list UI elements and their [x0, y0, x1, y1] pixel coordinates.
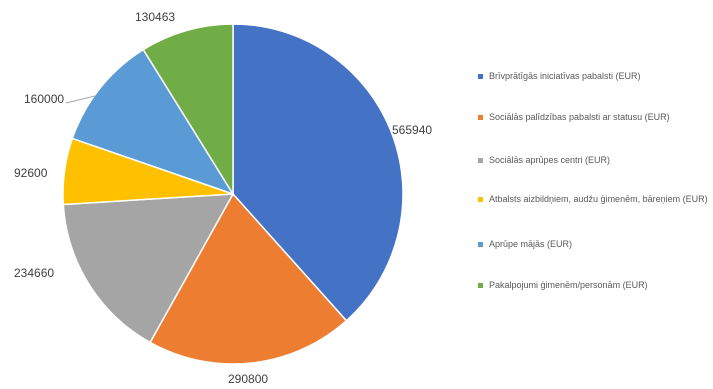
legend-label: Sociālās aprūpes centri (EUR): [489, 155, 611, 165]
pie-slice: [71, 48, 235, 196]
legend-label: Aprūpe mājās (EUR): [489, 239, 573, 249]
legend-swatch: [478, 282, 483, 288]
legend-item: Aprūpe mājās (EUR): [478, 237, 708, 251]
legend-item: Sociālās palīdzības pabalsti ar statusu …: [478, 110, 708, 124]
slice-data-label: 130463: [135, 10, 175, 24]
legend-item: Brīvprātīgās iniciatīvas pabalsti (EUR): [478, 69, 708, 83]
pie-slice: [149, 192, 348, 365]
legend-swatch: [478, 196, 483, 202]
slice-data-label: 160000: [24, 92, 64, 106]
legend-label: Pakalpojumi ģimenēm/personām (EUR): [489, 280, 648, 290]
pie-slice: [232, 23, 404, 322]
legend-item: Atbalsts aizbildņiem, audžu ģimenēm, bār…: [478, 192, 708, 206]
legend-swatch: [478, 73, 483, 79]
leader-line: [65, 95, 96, 104]
legend-swatch: [478, 157, 483, 163]
legend-label: Atbalsts aizbildņiem, audžu ģimenēm, bār…: [489, 194, 708, 204]
slice-data-label: 234660: [14, 266, 54, 280]
legend-item: Sociālās aprūpes centri (EUR): [478, 153, 708, 167]
pie-slice: [142, 23, 234, 197]
pie-slice: [62, 193, 235, 344]
legend-item: Pakalpojumi ģimenēm/personām (EUR): [478, 278, 708, 292]
legend-label: Brīvprātīgās iniciatīvas pabalsti (EUR): [489, 71, 641, 81]
slice-data-label: 92600: [14, 166, 48, 180]
slice-data-label: 565940: [392, 123, 432, 137]
legend-label: Sociālās palīdzības pabalsti ar statusu …: [489, 112, 670, 122]
legend-swatch: [478, 241, 483, 247]
legend-swatch: [478, 114, 483, 120]
slice-data-label: 290800: [228, 372, 268, 386]
